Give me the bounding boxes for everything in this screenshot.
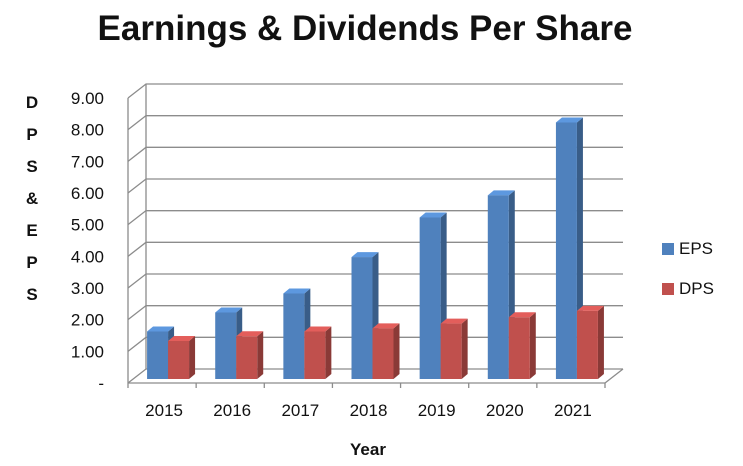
y-tick-label: 2.00 bbox=[71, 311, 104, 330]
bar-front bbox=[304, 331, 326, 379]
gridline bbox=[127, 146, 623, 162]
bar-top bbox=[215, 307, 243, 313]
y-axis-label-char: E bbox=[26, 221, 37, 240]
y-tick-label: 4.00 bbox=[71, 247, 104, 266]
y-tick-label: 6.00 bbox=[71, 184, 104, 203]
gridline bbox=[127, 115, 623, 131]
bar-top bbox=[283, 288, 311, 294]
bar-side bbox=[597, 305, 604, 379]
y-axis-label-char: & bbox=[26, 189, 38, 208]
y-axis-label-char: D bbox=[26, 93, 38, 112]
y-tick-label: 5.00 bbox=[71, 216, 104, 235]
bar-side bbox=[461, 318, 468, 379]
y-tick-labels: - 1.00 2.00 3.00 4.00 5.00 6.00 7.00 8.00 9.00 bbox=[71, 89, 104, 393]
y-tick-label: - bbox=[98, 374, 104, 393]
y-tick-label: 1.00 bbox=[71, 342, 104, 361]
y-tick-label: 7.00 bbox=[71, 152, 104, 171]
x-tick-label: 2021 bbox=[554, 401, 592, 420]
bar-top bbox=[168, 336, 196, 341]
bar-front bbox=[440, 323, 462, 379]
bar-dps bbox=[168, 336, 196, 379]
y-axis-label-char: S bbox=[26, 157, 37, 176]
x-tick-label: 2015 bbox=[145, 401, 183, 420]
x-tick-labels: 2015 2016 2017 2018 2019 2020 2021 bbox=[145, 401, 592, 420]
legend: EPS DPS bbox=[662, 239, 714, 298]
bar-dps bbox=[372, 323, 400, 379]
bar-side bbox=[189, 336, 196, 379]
bar-front bbox=[487, 195, 509, 379]
legend-swatch bbox=[662, 243, 674, 255]
bar-side bbox=[325, 326, 332, 379]
y-axis-label-char: P bbox=[26, 125, 37, 144]
bar-top bbox=[351, 252, 379, 258]
y-axis-label: DPS&EPS bbox=[26, 93, 38, 304]
x-tick-label: 2020 bbox=[486, 401, 524, 420]
y-tick-label: 3.00 bbox=[71, 279, 104, 298]
bar-top bbox=[236, 331, 264, 337]
bar-dps bbox=[508, 312, 536, 379]
x-axis-label: Year bbox=[350, 440, 386, 459]
x-tick-label: 2018 bbox=[350, 401, 388, 420]
bar-top bbox=[440, 318, 468, 324]
bar-top bbox=[576, 305, 604, 311]
bar-front bbox=[351, 257, 373, 379]
y-axis-label-char: S bbox=[26, 285, 37, 304]
bar-front bbox=[236, 336, 258, 379]
bar-side bbox=[257, 331, 264, 379]
bar-side bbox=[529, 312, 536, 379]
bar-front bbox=[168, 341, 190, 379]
y-tick-label: 9.00 bbox=[71, 89, 104, 108]
bar-top bbox=[304, 326, 332, 332]
bar-top bbox=[419, 212, 447, 218]
x-tick-label: 2017 bbox=[281, 401, 319, 420]
legend-label: DPS bbox=[679, 279, 714, 298]
bar-front bbox=[215, 312, 237, 379]
x-tick-label: 2016 bbox=[213, 401, 251, 420]
bar-top bbox=[555, 117, 583, 123]
bar-front bbox=[147, 331, 169, 379]
bar-front bbox=[576, 310, 598, 379]
bar-side bbox=[393, 323, 400, 379]
gridline bbox=[127, 210, 623, 226]
bar-dps bbox=[440, 318, 468, 379]
bar-front bbox=[372, 328, 394, 379]
bar-top bbox=[147, 326, 175, 332]
bar-top bbox=[487, 190, 515, 196]
bar-top bbox=[508, 312, 536, 318]
y-tick-label: 8.00 bbox=[71, 121, 104, 140]
legend-label: EPS bbox=[679, 239, 713, 258]
bar-dps bbox=[304, 326, 332, 379]
legend-item-eps: EPS bbox=[662, 239, 713, 258]
bar-dps bbox=[576, 305, 604, 379]
x-tick-label: 2019 bbox=[418, 401, 456, 420]
gridline bbox=[127, 83, 623, 99]
y-axis-label-char: P bbox=[26, 253, 37, 272]
legend-swatch bbox=[662, 283, 674, 295]
bar-front bbox=[555, 122, 577, 379]
chart-title: Earnings & Dividends Per Share bbox=[98, 9, 633, 48]
bar-front bbox=[283, 293, 305, 379]
bar-front bbox=[419, 217, 441, 379]
floor-edge bbox=[604, 368, 624, 384]
legend-item-dps: DPS bbox=[662, 279, 714, 298]
bar-top bbox=[372, 323, 400, 329]
gridline bbox=[127, 178, 623, 194]
bars bbox=[147, 117, 604, 379]
bar-dps bbox=[236, 331, 264, 379]
grid-lines bbox=[127, 83, 624, 388]
bar-front bbox=[508, 317, 530, 379]
